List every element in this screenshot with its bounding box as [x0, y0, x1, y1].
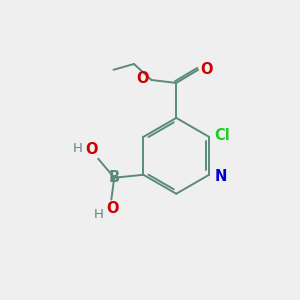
- Text: O: O: [106, 201, 119, 216]
- Text: O: O: [86, 142, 98, 157]
- Text: O: O: [200, 62, 213, 77]
- Text: Cl: Cl: [214, 128, 230, 143]
- Text: H: H: [93, 208, 103, 221]
- Text: B: B: [109, 170, 120, 185]
- Text: O: O: [136, 71, 148, 86]
- Text: N: N: [214, 169, 227, 184]
- Text: H: H: [72, 142, 82, 155]
